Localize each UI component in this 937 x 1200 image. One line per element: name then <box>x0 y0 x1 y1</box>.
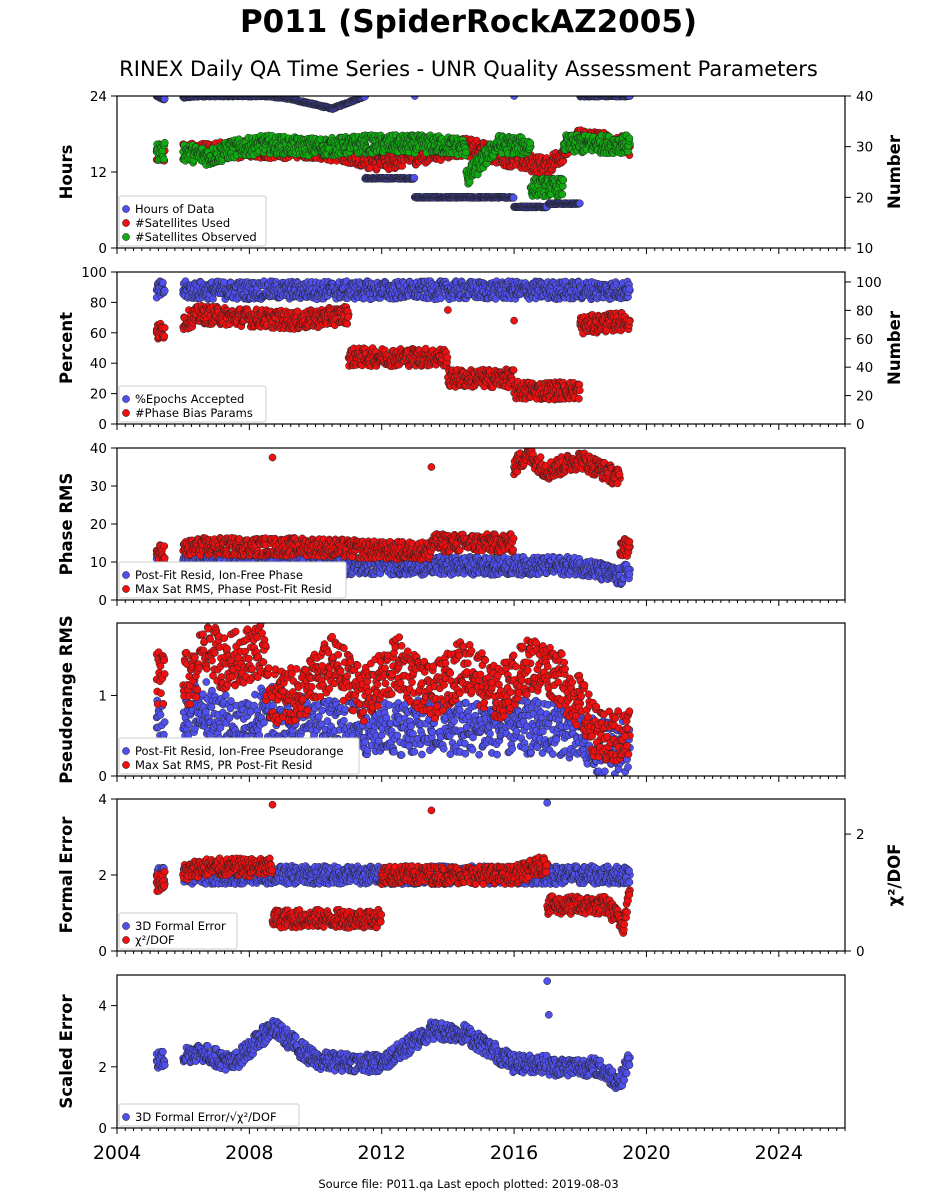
y-tick-label: 12 <box>90 165 107 181</box>
legend-label: #Satellites Used <box>135 216 230 230</box>
legend-label: #Phase Bias Params <box>135 406 253 420</box>
panel-1-points <box>152 96 634 212</box>
panel-2: 0 20 40 60 80 100 Percent 0 20 40 60 80 100 Number %Ep… <box>57 265 904 433</box>
legend-box <box>118 385 267 423</box>
legend: Hours of Data#Satellites Used#Satellites… <box>118 195 267 247</box>
data-point <box>360 96 369 101</box>
y2-tick-label: 60 <box>856 332 873 348</box>
series-1-3 <box>152 131 634 201</box>
legend-box <box>118 195 267 247</box>
data-point <box>575 199 584 208</box>
y-tick-label: 0 <box>98 241 107 257</box>
data-point <box>625 134 634 143</box>
data-point <box>559 176 568 184</box>
legend-label: %Epochs Accepted <box>135 392 244 406</box>
legend-marker <box>122 219 130 227</box>
data-point <box>160 323 169 332</box>
series-2-1 <box>152 277 634 304</box>
data-point <box>160 138 169 147</box>
y2-axis-label: Number <box>885 134 904 209</box>
data-point <box>159 155 168 164</box>
series-1-1 <box>152 96 634 212</box>
x-ticks <box>116 424 846 430</box>
data-point <box>410 173 419 182</box>
y-tick-label: 100 <box>81 265 107 281</box>
panel-2-points <box>152 277 634 404</box>
data-point <box>625 317 634 326</box>
data-point <box>344 313 353 321</box>
data-point <box>509 366 518 374</box>
y-tick-label: 0 <box>98 417 107 433</box>
y-tick-label: 20 <box>90 387 107 403</box>
y-tick-label: 80 <box>90 295 107 311</box>
data-point <box>343 319 352 328</box>
data-point <box>558 190 567 199</box>
legend-marker <box>122 233 130 241</box>
series-2-2 <box>152 301 634 404</box>
data-point <box>509 193 518 202</box>
y2-tick-label: 40 <box>856 89 873 105</box>
chart-title: P011 (SpiderRockAZ2005) <box>239 4 698 40</box>
legend-marker <box>122 395 130 403</box>
data-point <box>160 286 169 295</box>
chart-subtitle: RINEX Daily QA Time Series - UNR Quality… <box>119 57 818 81</box>
data-point <box>160 332 169 341</box>
y2-tick-label: 20 <box>856 389 873 405</box>
legend-label: Hours of Data <box>135 202 215 216</box>
y2-tick-label: 0 <box>856 417 865 433</box>
legend-label: #Satellites Observed <box>135 230 257 244</box>
y-tick-label: 24 <box>90 89 107 105</box>
y-tick-label: 40 <box>90 356 107 372</box>
y2-tick-label: 20 <box>856 190 873 206</box>
data-point <box>510 316 518 325</box>
data-point <box>159 278 167 287</box>
data-point <box>443 353 452 362</box>
y2-tick-label: 80 <box>856 303 873 319</box>
legend: %Epochs Accepted#Phase Bias Params <box>118 385 267 423</box>
data-point <box>625 96 634 100</box>
legend-marker <box>122 409 130 417</box>
y2-tick-label: 10 <box>856 241 873 257</box>
data-point <box>160 96 169 103</box>
y-axis-label: Percent <box>57 312 76 384</box>
legend-marker <box>122 205 130 213</box>
y-axis-label: Hours <box>57 144 76 199</box>
data-point <box>444 306 452 314</box>
y-tick-label: 60 <box>90 326 107 342</box>
y2-tick-label: 30 <box>856 140 873 156</box>
data-point <box>625 285 634 293</box>
data-point <box>575 394 583 403</box>
y2-axis-label: Number <box>885 310 904 385</box>
data-point <box>526 139 535 147</box>
x-ticks <box>116 248 846 254</box>
y2-tick-label: 40 <box>856 360 873 376</box>
data-point <box>575 386 584 395</box>
data-point <box>462 148 470 157</box>
y2-tick-label: 100 <box>856 275 882 291</box>
